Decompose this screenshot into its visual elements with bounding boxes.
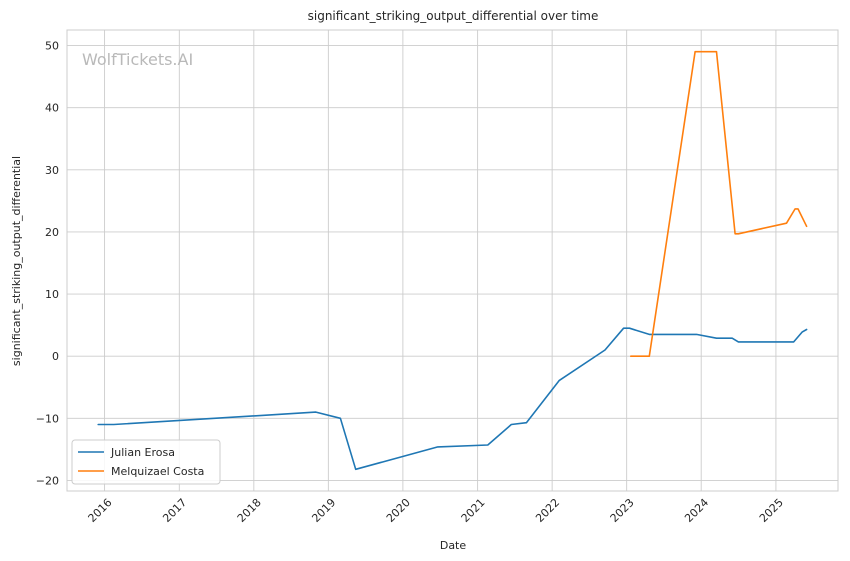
series-line-melquizael-costa	[629, 50, 808, 358]
y-tick-label: 10	[45, 288, 59, 301]
y-tick-label: 30	[45, 164, 59, 177]
y-axis-ticks: −20 −10 0 10 20 30 40 50	[36, 40, 59, 488]
grid-lines	[67, 30, 838, 491]
legend-label-melquizael-costa: Melquizael Costa	[111, 465, 204, 478]
y-tick-label: 0	[52, 350, 59, 363]
legend: Julian Erosa Melquizael Costa	[71, 439, 221, 485]
y-tick-label: −20	[36, 474, 59, 487]
legend-box	[71, 439, 221, 485]
y-axis-label: significant_striking_output_differential	[10, 156, 23, 366]
plot-area-frame	[66, 29, 839, 492]
x-axis-label: Date	[440, 539, 467, 552]
y-tick-label: 50	[45, 40, 59, 53]
series-lines	[97, 50, 808, 471]
legend-label-julian-erosa: Julian Erosa	[110, 446, 175, 459]
y-tick-label: −10	[36, 412, 59, 425]
chart-title: significant_striking_output_differential…	[308, 9, 599, 23]
watermark-text: WolfTickets.AI	[82, 50, 193, 69]
y-tick-label: 40	[45, 102, 59, 115]
series-line-julian-erosa	[97, 327, 808, 471]
y-tick-label: 20	[45, 226, 59, 239]
